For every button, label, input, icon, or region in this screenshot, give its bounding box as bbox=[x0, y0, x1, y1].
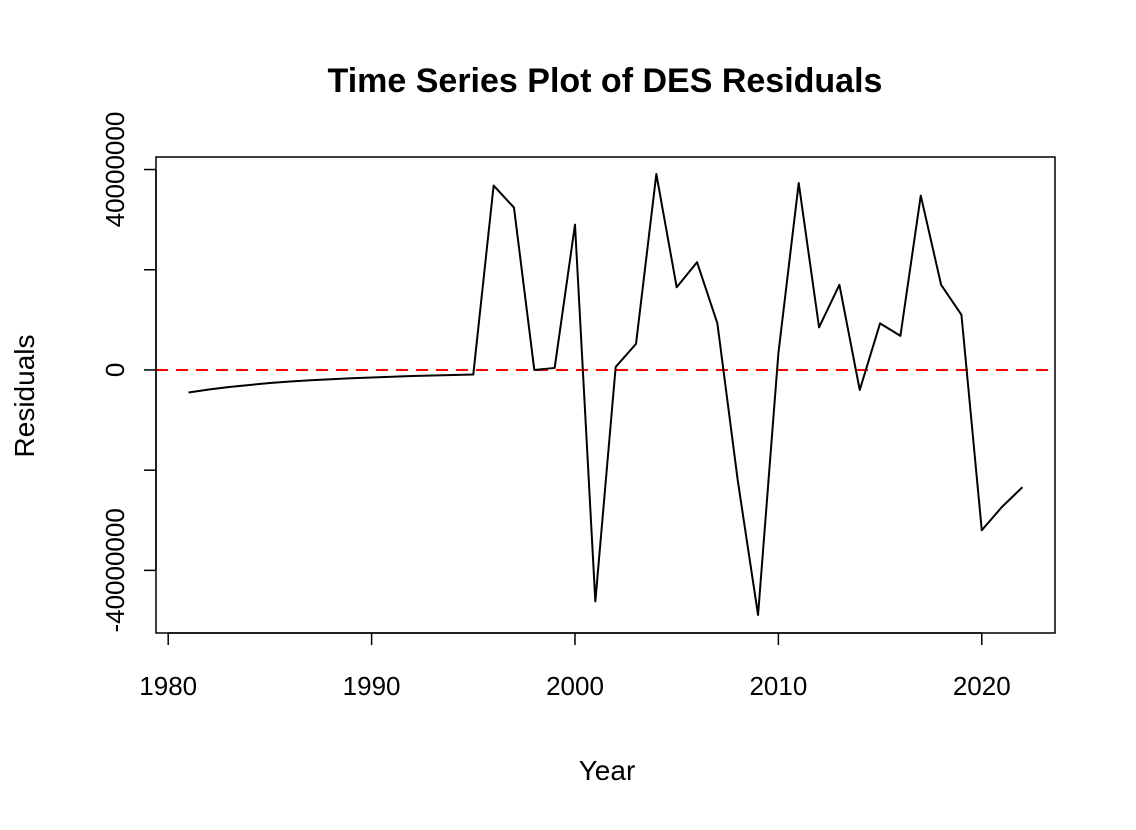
y-axis: -40000000 0 40000000 bbox=[100, 112, 157, 633]
y-tick-label: 0 bbox=[100, 363, 130, 377]
y-tick-label: 40000000 bbox=[100, 112, 130, 228]
x-axis: 1980 1990 2000 2010 2020 bbox=[139, 632, 1011, 701]
x-tick-label: 2020 bbox=[953, 671, 1011, 701]
x-tick-label: 2010 bbox=[749, 671, 807, 701]
plot-frame bbox=[155, 156, 1056, 634]
x-tick-label: 1990 bbox=[343, 671, 401, 701]
x-tick-label: 2000 bbox=[546, 671, 604, 701]
series-layer bbox=[188, 173, 1024, 616]
residuals-series-line bbox=[188, 173, 1024, 616]
y-tick-label: -40000000 bbox=[100, 508, 130, 632]
chart-title: Time Series Plot of DES Residuals bbox=[328, 62, 883, 100]
y-axis-label: Residuals bbox=[9, 335, 40, 458]
x-axis-label: Year bbox=[579, 755, 636, 786]
x-tick-label: 1980 bbox=[139, 671, 197, 701]
